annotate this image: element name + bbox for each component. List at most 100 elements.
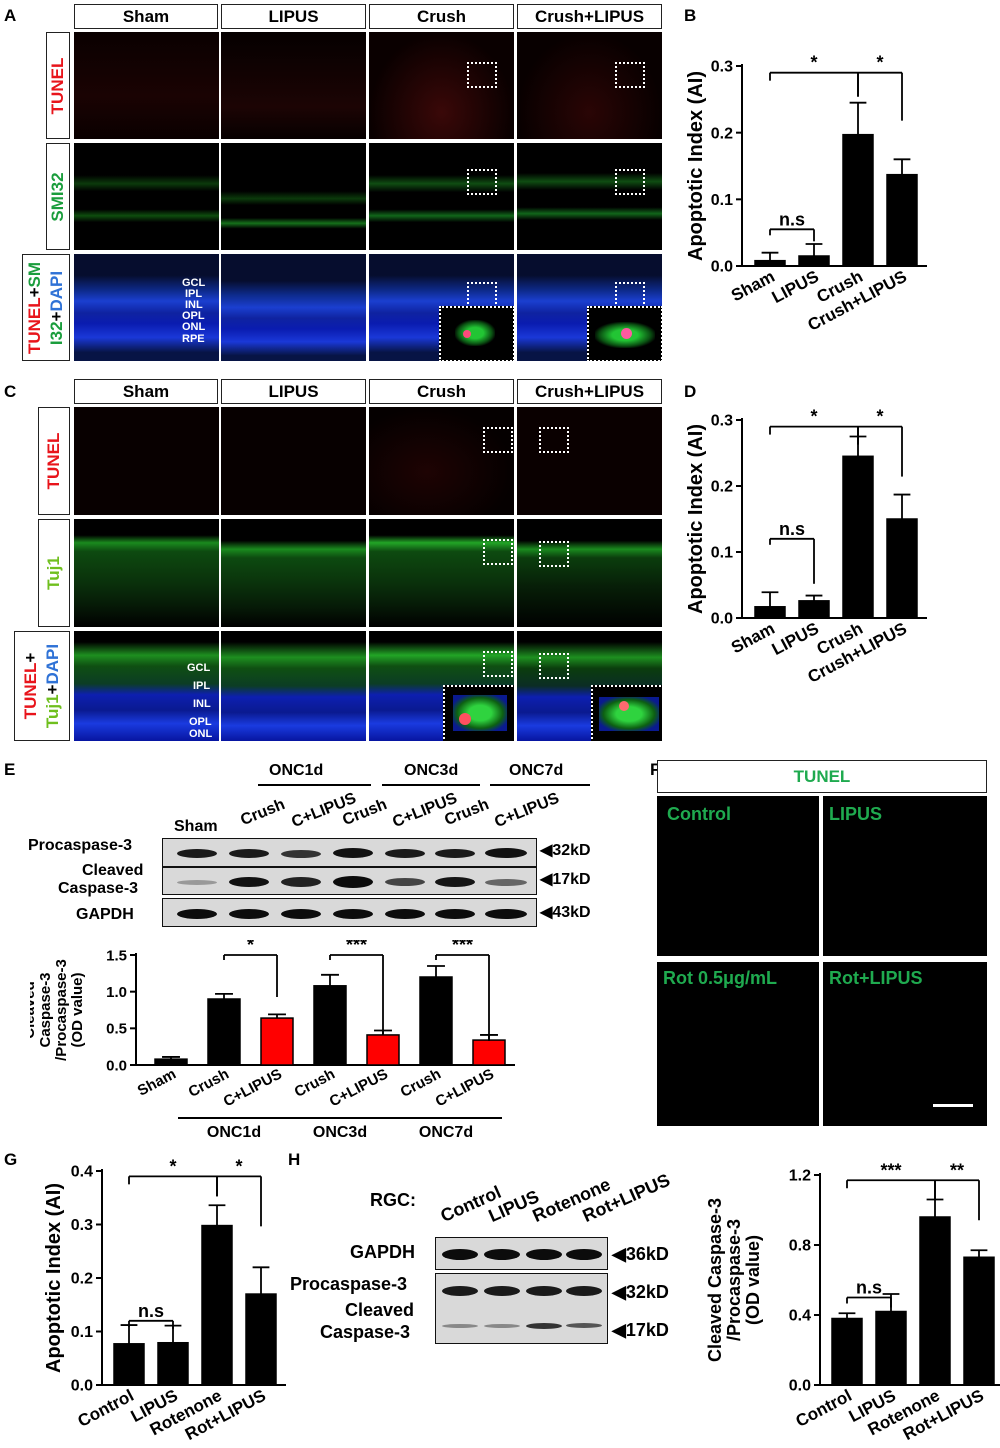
y-tick-label: 1.2 bbox=[789, 1168, 811, 1185]
chart-d: 0.00.10.20.3ShamLIPUSCrushCrush+LIPUSApo… bbox=[685, 407, 927, 687]
layer-label: ONL bbox=[182, 321, 206, 333]
row-label-smi32: SMI32 bbox=[46, 143, 70, 250]
bar bbox=[963, 1256, 995, 1386]
column-header-crush: Crush bbox=[369, 4, 514, 29]
micrograph-c-merge-crush bbox=[369, 631, 514, 741]
micrograph-f-control: Control bbox=[657, 796, 819, 956]
row-label-tuj1: Tuj1 bbox=[38, 519, 70, 627]
y-tick-label: 0.3 bbox=[711, 413, 733, 430]
y-tick-label: 0.3 bbox=[71, 1217, 93, 1234]
x-tick-label: LIPUS bbox=[769, 619, 822, 659]
micrograph-a-smi32-sham bbox=[74, 143, 219, 250]
significance-marker: * bbox=[247, 940, 254, 955]
micrograph-f-label: Rot+LIPUS bbox=[829, 968, 923, 988]
significance-marker: * bbox=[810, 53, 817, 73]
protein-label: Caspase-3 bbox=[320, 1322, 411, 1342]
protein-label: Caspase-3 bbox=[58, 880, 139, 897]
micrograph-f-label: LIPUS bbox=[829, 804, 883, 824]
bar bbox=[875, 1310, 907, 1386]
x-tick-label: C+LIPUS bbox=[433, 1066, 497, 1111]
micrograph-c-merge-crush-lipus bbox=[517, 631, 662, 741]
x-tick-label: Sham bbox=[728, 267, 778, 306]
layer-label: GCL bbox=[187, 662, 211, 674]
mw-label: ◀32kD bbox=[612, 1282, 669, 1302]
y-tick-label: 1.0 bbox=[106, 984, 127, 1001]
panel-label-h: H bbox=[288, 1150, 301, 1169]
significance-marker: * bbox=[876, 53, 883, 73]
row-label-merge: TUNEL+SM I32+DAPI bbox=[22, 254, 70, 361]
micrograph-f-label: Rot 0.5μg/mL bbox=[663, 968, 778, 988]
x-tick-label: Sham bbox=[728, 619, 778, 658]
panel-label-f: F bbox=[650, 760, 661, 779]
y-axis-label: Apoptotic Index (AI) bbox=[685, 424, 707, 614]
bar bbox=[157, 1341, 189, 1386]
y-tick-label: 0.2 bbox=[711, 479, 733, 496]
significance-marker: *** bbox=[452, 940, 473, 955]
group-label: ONC3d bbox=[313, 1124, 367, 1141]
row-label-merge: TUNEL+ Tuj1+DAPI bbox=[14, 631, 70, 741]
layer-label: IPL bbox=[185, 288, 203, 300]
mw-label: ◀43kD bbox=[540, 904, 591, 921]
bar bbox=[919, 1216, 951, 1386]
y-axis-label: /Procaspase-3 bbox=[724, 1219, 744, 1341]
bar bbox=[113, 1343, 145, 1386]
panel-f-header: TUNEL bbox=[657, 760, 987, 793]
micrograph-a-merge-lipus bbox=[221, 254, 366, 361]
rgc-label: RGC: bbox=[370, 1190, 416, 1210]
bar bbox=[798, 600, 830, 619]
micrograph-c-merge-lipus bbox=[221, 631, 366, 741]
micrograph-c-tuj1-crush bbox=[369, 519, 514, 627]
x-tick-label: Sham bbox=[135, 1066, 179, 1100]
bar bbox=[798, 255, 830, 267]
significance-marker: n.s bbox=[779, 519, 805, 539]
blot-procaspase bbox=[162, 838, 537, 867]
layer-label: INL bbox=[193, 698, 211, 710]
bar bbox=[472, 1039, 506, 1066]
column-header-lipus: LIPUS bbox=[221, 4, 366, 29]
lane-label: Crush bbox=[238, 795, 288, 830]
significance-marker: * bbox=[876, 407, 883, 427]
bar bbox=[842, 133, 874, 267]
micrograph-a-smi32-lipus bbox=[221, 143, 366, 250]
micrograph-a-tunel-crush-lipus bbox=[517, 32, 662, 139]
micrograph-c-tuj1-sham bbox=[74, 519, 219, 627]
column-header-crush: Crush bbox=[369, 379, 514, 404]
y-tick-label: 0.0 bbox=[711, 259, 733, 276]
significance-marker: n.s bbox=[138, 1301, 164, 1321]
protein-label: Procaspase-3 bbox=[290, 1274, 408, 1294]
panel-label-e: E bbox=[4, 760, 16, 779]
blot-gapdh bbox=[162, 898, 537, 927]
micrograph-c-tunel-sham bbox=[74, 407, 219, 515]
y-tick-label: 0.0 bbox=[789, 1378, 811, 1395]
protein-label: GAPDH bbox=[76, 906, 134, 923]
protein-label: Cleaved bbox=[345, 1300, 415, 1320]
bar bbox=[842, 455, 874, 619]
micrograph-a-tunel-sham bbox=[74, 32, 219, 139]
y-tick-label: 0.2 bbox=[71, 1271, 93, 1288]
layer-label: OPL bbox=[182, 310, 205, 322]
y-axis-label: (OD value) bbox=[743, 1235, 763, 1325]
micrograph-c-tunel-crush bbox=[369, 407, 514, 515]
chart-h: 0.00.40.81.2ControlLIPUSRotenoneRot+LIPU… bbox=[705, 1160, 1000, 1444]
column-header-sham: Sham bbox=[74, 379, 218, 404]
significance-marker: ** bbox=[950, 1160, 964, 1180]
y-tick-label: 0.4 bbox=[71, 1164, 93, 1181]
micrograph-a-smi32-crush bbox=[369, 143, 514, 250]
micrograph-c-tuj1-crush-lipus bbox=[517, 519, 662, 627]
group-label: ONC3d bbox=[404, 762, 459, 779]
significance-marker: n.s bbox=[779, 209, 805, 229]
micrograph-a-smi32-crush-lipus bbox=[517, 143, 662, 250]
zoom-inset bbox=[591, 685, 662, 741]
panel-label-g: G bbox=[4, 1150, 18, 1169]
column-header-crush-lipus: Crush+LIPUS bbox=[517, 4, 662, 29]
bar bbox=[201, 1224, 233, 1386]
y-axis-label: Cleaved bbox=[30, 981, 38, 1039]
panel-label-a: A bbox=[4, 6, 17, 25]
x-tick-label: C+LIPUS bbox=[327, 1066, 391, 1111]
x-tick-label: LIPUS bbox=[769, 267, 822, 307]
protein-label: Procaspase-3 bbox=[28, 837, 133, 854]
lane-label: Sham bbox=[174, 818, 218, 835]
micrograph-c-tuj1-lipus bbox=[221, 519, 366, 627]
column-header-crush-lipus: Crush+LIPUS bbox=[517, 379, 662, 404]
